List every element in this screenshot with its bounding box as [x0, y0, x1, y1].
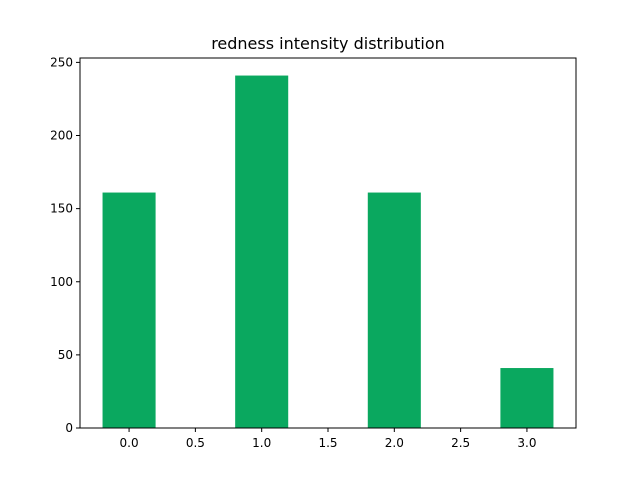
x-tick-label-3: 1.5 — [318, 436, 337, 450]
x-tick-label-0: 0.0 — [120, 436, 139, 450]
y-tick-label-0: 0 — [65, 421, 73, 435]
y-tick-label-5: 250 — [50, 55, 73, 69]
x-axis: 0.0 0.5 1.0 1.5 2.0 2.5 3.0 — [120, 428, 536, 450]
chart-title: redness intensity distribution — [211, 34, 445, 53]
y-axis: 0 50 100 150 200 250 — [50, 55, 80, 435]
bars-group — [102, 75, 554, 428]
bar-3 — [500, 368, 554, 428]
x-tick-label-1: 0.5 — [186, 436, 205, 450]
bar-2 — [367, 192, 421, 428]
bar-1 — [235, 75, 289, 428]
x-tick-label-4: 2.0 — [385, 436, 404, 450]
y-tick-label-4: 200 — [50, 129, 73, 143]
bar-0 — [102, 192, 156, 428]
y-tick-label-2: 100 — [50, 275, 73, 289]
x-tick-label-6: 3.0 — [517, 436, 536, 450]
y-tick-label-1: 50 — [58, 348, 73, 362]
x-tick-label-5: 2.5 — [451, 436, 470, 450]
x-tick-label-2: 1.0 — [252, 436, 271, 450]
y-tick-label-3: 150 — [50, 202, 73, 216]
